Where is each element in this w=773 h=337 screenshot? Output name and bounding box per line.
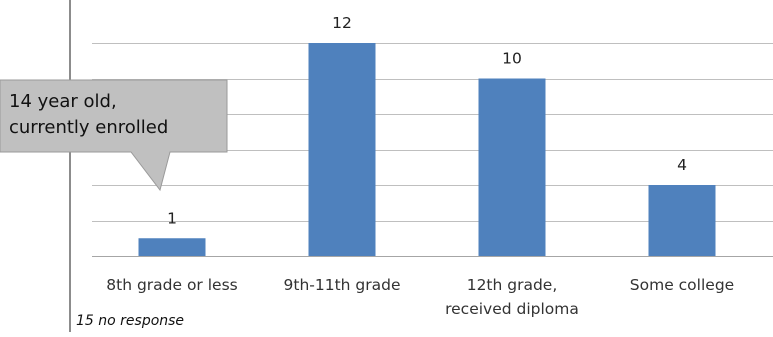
bar	[308, 43, 376, 256]
bar	[478, 78, 546, 256]
annotation-callout: 14 year old, currently enrolled	[0, 79, 228, 192]
x-tick-label: 8th grade or less	[106, 276, 237, 294]
footnote: 15 no response	[76, 313, 185, 329]
bar	[648, 185, 716, 256]
bars	[138, 43, 716, 256]
x-tick-label: received diploma	[445, 300, 579, 318]
data-labels: 1 12 10 4	[167, 14, 687, 227]
data-label: 10	[502, 50, 522, 68]
callout-box	[0, 79, 228, 192]
bar	[138, 238, 206, 256]
data-label: 12	[332, 14, 352, 32]
x-tick-label: 9th-11th grade	[284, 276, 401, 294]
callout-text: 14 year old,	[9, 91, 117, 112]
x-tick-label: Some college	[630, 276, 734, 294]
data-label: 4	[677, 156, 687, 174]
x-tick-label: 12th grade,	[467, 276, 558, 294]
callout-text: currently enrolled	[9, 117, 168, 138]
x-tick-labels: 8th grade or less 9th-11th grade 12th grad…	[106, 276, 734, 318]
data-label: 1	[167, 209, 177, 227]
